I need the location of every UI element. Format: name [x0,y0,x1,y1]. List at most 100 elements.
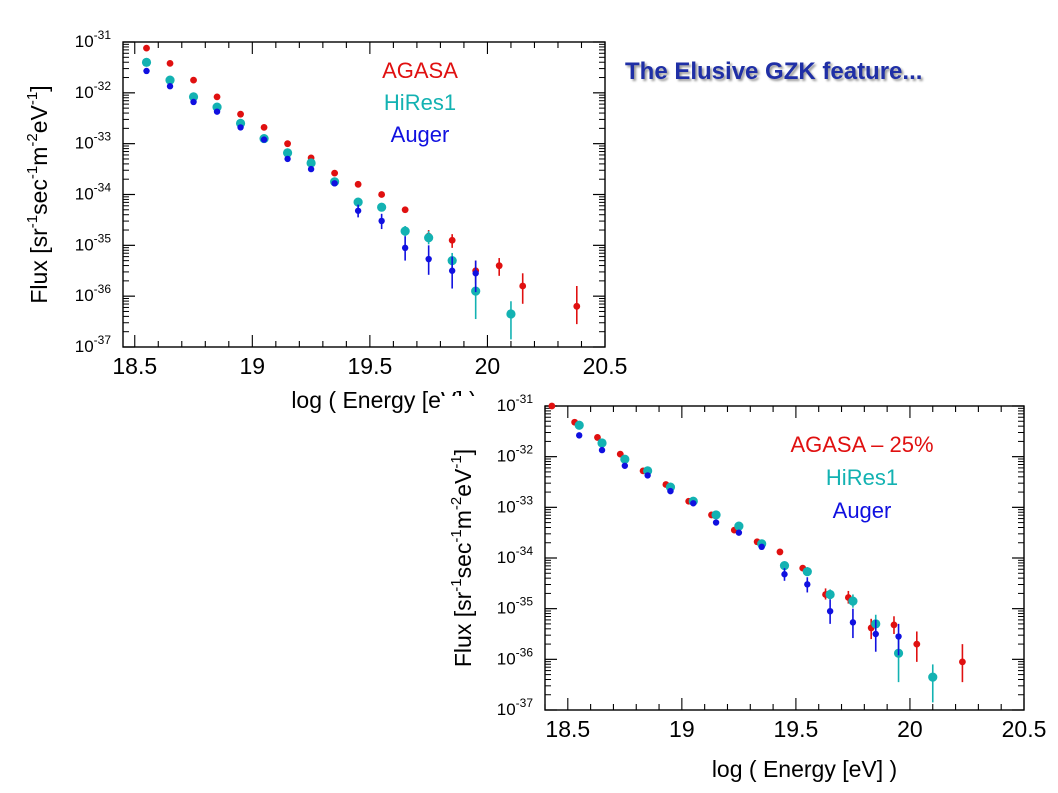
data-point [424,233,434,243]
legend-entry: Auger [833,498,892,523]
data-point [573,302,581,310]
data-point [237,110,244,118]
data-point [190,98,197,106]
y-tick-label: 10-35 [497,595,534,618]
y-tick-label: 10-33 [497,493,534,516]
data-point [448,236,456,244]
data-point [282,148,293,158]
data-point [781,571,788,578]
y-tick-label: 10-31 [497,392,534,415]
y-tick-label: 10-34 [497,544,534,567]
data-point [802,567,812,577]
x-tick-label: 20.5 [583,353,628,379]
data-point [735,529,743,536]
data-point [260,136,268,143]
data-point [895,633,902,640]
x-tick-label: 20 [475,353,501,379]
data-point [353,197,363,207]
data-point [166,83,174,90]
data-point [213,93,221,101]
y-tick-label: 10-36 [75,282,112,305]
x-axis-label: log ( Energy [eV] ) [712,756,897,782]
y-axis-label: Flux [sr-1sec-1m-2eV-1] [448,449,476,667]
x-tick-label: 19.5 [774,716,819,742]
data-point [306,158,316,168]
x-tick-label: 19 [240,353,266,379]
y-tick-label: 10-35 [75,231,112,254]
y-tick-label: 10-37 [75,333,112,356]
data-point [472,270,479,277]
plot-frame [544,405,1025,711]
data-point [667,487,674,495]
legend-entry: Auger [391,122,450,147]
data-point [425,255,432,263]
data-point [143,67,150,75]
data-point [448,267,456,274]
data-point [594,434,601,441]
data-point [574,420,584,430]
data-point [165,75,175,85]
data-point [378,217,385,225]
data-point [712,519,720,526]
data-point [354,180,362,188]
x-tick-label: 18.5 [545,716,590,742]
data-point [548,402,556,410]
data-point [758,543,765,551]
plot-frame [122,41,606,348]
slide-title: The Elusive GZK feature... [625,58,923,85]
y-tick-label: 10-33 [75,130,112,153]
data-point [776,548,784,556]
data-point [190,76,197,84]
data-point [519,282,527,290]
y-tick-label: 10-36 [497,645,534,668]
data-point [849,619,857,626]
data-point [237,124,244,131]
data-point [576,432,583,439]
legend-entry: AGASA – 25% [790,432,933,457]
legend-entry: HiRes1 [826,465,898,490]
y-tick-label: 10-34 [75,181,112,204]
data-point [331,180,338,187]
y-tick-label: 10-37 [497,696,534,719]
y-tick-label: 10-31 [75,28,112,51]
data-point [143,44,150,52]
data-point [506,309,516,319]
data-point [872,630,879,638]
x-tick-label: 19 [669,716,695,742]
data-point [495,262,503,270]
data-point [734,521,744,531]
data-point [401,244,409,252]
y-tick-label: 10-32 [497,443,534,466]
y-axis-label: Flux [sr-1sec-1m-2eV-1] [24,85,52,303]
data-point [378,191,386,198]
data-point [401,206,409,214]
data-point [644,472,651,479]
data-point [400,226,410,236]
data-point [928,672,938,682]
data-point [890,621,898,629]
data-point [188,92,199,102]
data-point [213,108,221,115]
data-point [597,438,607,448]
data-point [959,658,966,666]
data-point [913,640,921,648]
data-point [848,596,858,606]
x-tick-label: 18.5 [112,353,157,379]
chart-agasa-shifted-hires-auger: 10-31 10-32 10-33 10-34 10-35 10-36 10-37 18.5 1… [440,392,1058,793]
x-tick-label: 20 [897,716,923,742]
data-point [377,202,387,212]
y-tick-label: 10-32 [75,79,112,102]
data-point [621,462,629,469]
data-point [690,500,697,507]
data-point [804,581,811,588]
data-point [166,59,174,67]
data-point [826,608,834,615]
data-point [284,155,291,163]
data-point [307,165,315,173]
x-tick-label: 19.5 [347,353,392,379]
data-point [779,561,790,571]
legend-entry: AGASA [382,58,458,83]
data-point [620,454,630,464]
